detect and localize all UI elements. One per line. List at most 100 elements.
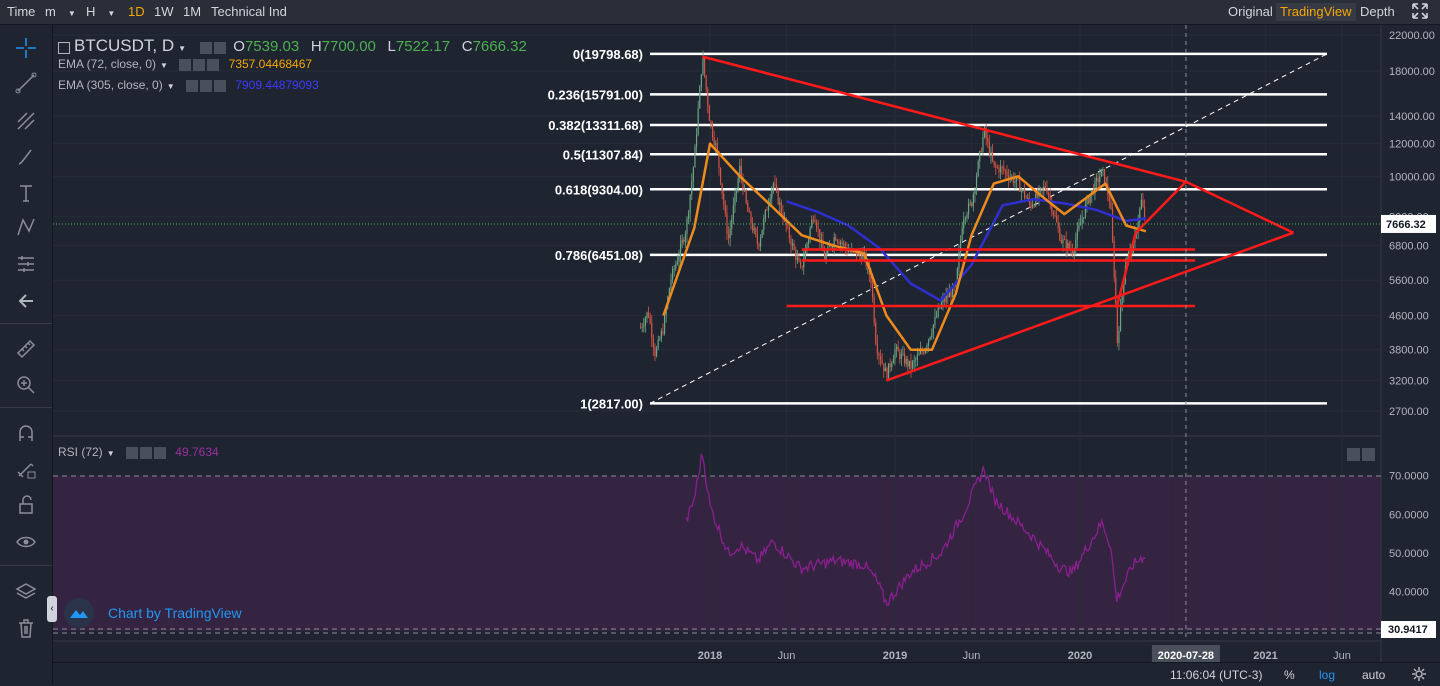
pane-up-icon[interactable] bbox=[1347, 448, 1360, 462]
crosshair-icon[interactable] bbox=[12, 34, 40, 62]
close-icon[interactable] bbox=[207, 58, 220, 71]
candle-body bbox=[974, 189, 976, 194]
grid bbox=[53, 25, 1381, 636]
candle-body bbox=[1030, 203, 1032, 208]
minute-interval-select[interactable]: m ▼ bbox=[41, 3, 81, 21]
candle-body bbox=[655, 348, 658, 357]
close-icon[interactable] bbox=[153, 446, 166, 459]
tradingview-view-button[interactable]: TradingView bbox=[1276, 3, 1356, 21]
ema305-label[interactable]: EMA (305, close, 0) bbox=[58, 78, 163, 92]
candle-body bbox=[833, 237, 835, 246]
fullscreen-icon[interactable] bbox=[1408, 3, 1432, 21]
settings-icon[interactable] bbox=[139, 446, 152, 459]
candle-body bbox=[742, 176, 744, 191]
candle-body bbox=[1065, 239, 1067, 250]
pitchfork-icon[interactable] bbox=[12, 107, 40, 135]
candle-body bbox=[1004, 170, 1006, 172]
collapse-icon[interactable] bbox=[58, 41, 70, 54]
chevron-down-icon[interactable]: ▼ bbox=[160, 61, 168, 70]
pattern-line bbox=[1134, 180, 1187, 234]
rsi-band bbox=[53, 476, 1381, 631]
time-menu[interactable]: Time bbox=[7, 4, 36, 19]
eye-toggle-icon[interactable] bbox=[199, 41, 212, 54]
interval-1m-button[interactable]: 1M bbox=[183, 4, 202, 19]
candle-body bbox=[1041, 188, 1043, 189]
brush-icon[interactable] bbox=[12, 143, 40, 171]
candle-body bbox=[1127, 251, 1130, 258]
candle-body bbox=[1078, 225, 1080, 230]
pattern-icon[interactable] bbox=[12, 213, 40, 241]
text-tool-icon[interactable] bbox=[12, 179, 40, 207]
zoom-in-icon[interactable] bbox=[12, 371, 40, 399]
settings-icon[interactable] bbox=[193, 58, 206, 71]
candle-body bbox=[985, 127, 987, 139]
minute-label: m bbox=[45, 4, 56, 19]
trash-icon[interactable] bbox=[12, 614, 40, 642]
symbol-title[interactable]: BTCUSDT, D bbox=[74, 36, 175, 55]
trend-line-icon[interactable] bbox=[12, 69, 40, 97]
lock-drawing-icon[interactable] bbox=[12, 455, 40, 483]
interval-1w-button[interactable]: 1W bbox=[154, 4, 174, 19]
y-tick-label: 3800.00 bbox=[1389, 345, 1429, 357]
y-tick-label: 3200.00 bbox=[1389, 376, 1429, 388]
ruler-icon[interactable] bbox=[12, 335, 40, 363]
magnet-icon[interactable] bbox=[12, 420, 40, 448]
interval-1d-button[interactable]: 1D bbox=[128, 4, 145, 19]
candle-body bbox=[657, 339, 659, 349]
original-view-button[interactable]: Original bbox=[1228, 4, 1273, 19]
candle-body bbox=[847, 251, 850, 253]
eye-toggle-icon[interactable] bbox=[185, 79, 198, 92]
candle-body bbox=[710, 120, 712, 126]
candle-body bbox=[1017, 177, 1019, 179]
candle-body bbox=[806, 243, 808, 249]
candle-body bbox=[975, 176, 978, 190]
pattern-line bbox=[702, 55, 1187, 183]
candle-body bbox=[791, 243, 794, 246]
candle-body bbox=[894, 349, 896, 359]
candle-body bbox=[934, 316, 936, 325]
eye-icon[interactable] bbox=[12, 528, 40, 556]
candle-body bbox=[879, 355, 882, 361]
auto-scale-toggle[interactable]: auto bbox=[1362, 668, 1386, 682]
depth-view-button[interactable]: Depth bbox=[1360, 4, 1395, 19]
candle-body bbox=[878, 353, 880, 356]
pane-down-icon[interactable] bbox=[1362, 448, 1375, 462]
candle-body bbox=[801, 266, 803, 268]
candle-body bbox=[697, 108, 699, 135]
candle-body bbox=[747, 202, 749, 212]
candle-body bbox=[870, 275, 872, 284]
candle-body bbox=[892, 358, 894, 364]
prediction-icon[interactable] bbox=[12, 250, 40, 278]
toolbar-divider bbox=[0, 323, 52, 324]
unlock-icon[interactable] bbox=[12, 491, 40, 519]
tradingview-watermark[interactable]: Chart by TradingView bbox=[64, 598, 242, 628]
eye-toggle-icon[interactable] bbox=[179, 58, 192, 71]
collapse-toolbar-button[interactable]: ‹ bbox=[47, 596, 57, 622]
candle-body bbox=[891, 363, 893, 367]
chevron-down-icon[interactable]: ▼ bbox=[106, 449, 115, 458]
arrow-left-icon[interactable] bbox=[12, 287, 40, 315]
candle-body bbox=[799, 261, 802, 267]
candle-body bbox=[1052, 211, 1054, 215]
percent-scale-toggle[interactable]: % bbox=[1284, 668, 1295, 682]
hour-interval-select[interactable]: H ▼ bbox=[82, 3, 122, 21]
chevron-down-icon[interactable]: ▼ bbox=[166, 82, 175, 91]
rsi-tick-label: 50.0000 bbox=[1389, 548, 1429, 560]
candle-body bbox=[951, 285, 954, 297]
layers-icon[interactable] bbox=[12, 578, 40, 606]
log-scale-toggle[interactable]: log bbox=[1319, 668, 1336, 682]
candle-body bbox=[804, 248, 806, 259]
settings-gear-icon[interactable] bbox=[1411, 666, 1427, 685]
settings-icon[interactable] bbox=[199, 79, 212, 92]
technical-indicators-button[interactable]: Technical Ind bbox=[211, 4, 287, 19]
candle-body bbox=[739, 165, 741, 178]
chevron-down-icon[interactable]: ▼ bbox=[178, 44, 187, 53]
close-icon[interactable] bbox=[213, 79, 226, 92]
rsi-label[interactable]: RSI (72) bbox=[58, 445, 103, 459]
candle-body bbox=[884, 368, 886, 372]
eye-toggle-icon[interactable] bbox=[125, 446, 138, 459]
ema72-label[interactable]: EMA (72, close, 0) bbox=[58, 57, 157, 71]
candle-body bbox=[758, 243, 760, 247]
settings-icon[interactable] bbox=[213, 41, 226, 54]
